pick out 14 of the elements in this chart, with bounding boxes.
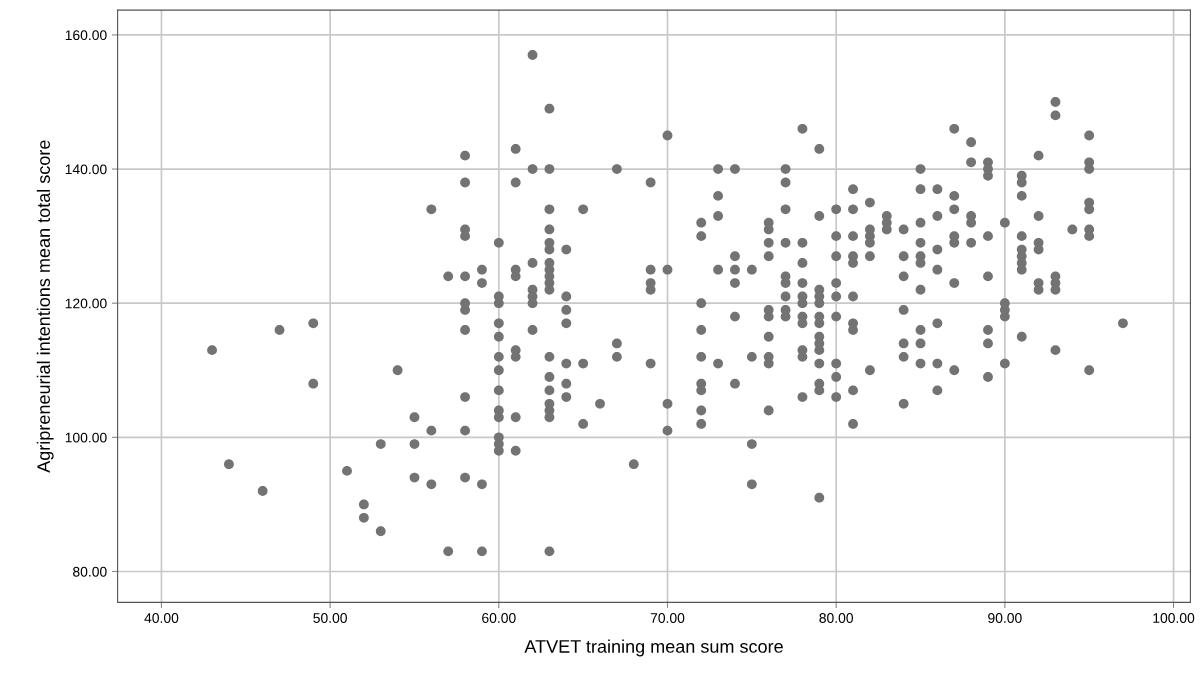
y-tick-label: 140.00 — [65, 164, 107, 175]
y-tick-label: 160.00 — [65, 30, 107, 41]
x-axis-title: ATVET training mean sum score — [524, 639, 783, 657]
y-tick-label: 80.00 — [73, 566, 107, 577]
x-tick-label: 40.00 — [144, 613, 179, 623]
x-tick-label: 60.00 — [482, 613, 516, 623]
x-tick-label: 50.00 — [313, 613, 347, 623]
y-tick-label: 100.00 — [65, 432, 107, 443]
x-tick-label: 100.00 — [1153, 613, 1195, 623]
x-tick-label: 80.00 — [819, 613, 854, 623]
y-tick-label: 120.00 — [65, 298, 107, 309]
y-axis-title: Agripreneurial intentions mean total score — [36, 140, 54, 473]
x-tick-label: 90.00 — [988, 613, 1022, 623]
x-tick-label: 70.00 — [650, 613, 685, 623]
